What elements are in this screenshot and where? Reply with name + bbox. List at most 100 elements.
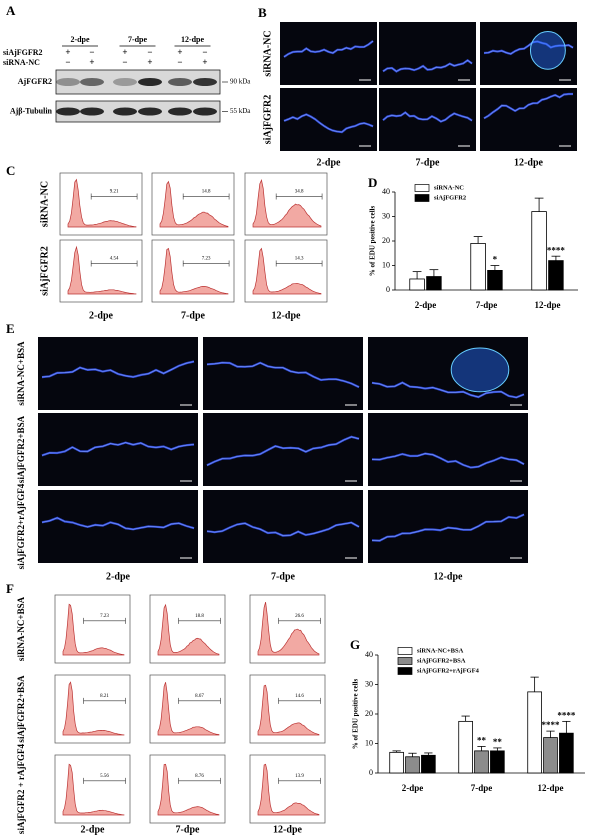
x-tick-label: 2-dpe xyxy=(402,783,424,793)
bar xyxy=(474,750,489,774)
blot-band xyxy=(80,78,104,86)
y-tick-label: 30 xyxy=(365,679,373,688)
row-label: siAjFGFR2 xyxy=(39,246,50,295)
tissue-edge xyxy=(382,59,473,72)
micrograph xyxy=(203,413,363,486)
blot-condition: siRNA-NC xyxy=(3,58,40,67)
row-label: siAjFGFR2+BSA xyxy=(16,415,26,483)
gate-value: 7.23 xyxy=(202,257,211,262)
bar xyxy=(527,691,542,774)
bar xyxy=(490,750,505,774)
micrograph xyxy=(203,490,363,563)
blot-sign: + xyxy=(202,57,207,67)
blot-band xyxy=(168,78,192,86)
tissue-edge xyxy=(371,382,525,398)
blot-band xyxy=(138,107,162,116)
row-label: siRNA-NC xyxy=(262,30,273,76)
blot-timepoint: 7-dpe xyxy=(128,35,148,44)
row-label: siRNA-NC xyxy=(39,181,50,227)
y-tick-label: 40 xyxy=(365,650,373,659)
bar xyxy=(405,756,420,774)
gate-value: 8.67 xyxy=(195,694,204,699)
blot-sign: − xyxy=(147,47,152,57)
histogram xyxy=(159,247,229,295)
micrograph xyxy=(480,22,577,85)
tissue-edge xyxy=(371,453,525,468)
blot-band xyxy=(168,107,192,116)
blot-sign: + xyxy=(177,47,182,57)
panel-label: A xyxy=(6,3,16,18)
tissue-edge xyxy=(41,517,195,530)
histogram xyxy=(62,681,125,736)
row-label: siAjFGFR2+BSA xyxy=(16,675,26,743)
blot-sign: + xyxy=(89,57,94,67)
row-label: siAjFGFR2 xyxy=(262,95,273,144)
blot-band-name: Ajβ-Tubulin xyxy=(10,106,53,115)
micrograph xyxy=(480,88,577,151)
micrograph xyxy=(280,88,377,151)
blastema xyxy=(529,30,566,70)
histogram xyxy=(252,247,322,295)
blot-band-size: 55 kDa xyxy=(230,107,251,115)
y-tick-label: 40 xyxy=(382,187,390,196)
y-axis-title: % of EDU positive cells xyxy=(369,206,377,277)
y-tick-label: 30 xyxy=(382,211,390,220)
blot-band xyxy=(138,78,162,86)
legend-swatch xyxy=(414,184,430,192)
column-label: 2-dpe xyxy=(89,310,113,321)
histogram xyxy=(159,180,229,228)
blot-band xyxy=(193,78,217,86)
bar xyxy=(470,243,486,291)
tissue-edge xyxy=(483,93,573,119)
blot-band xyxy=(80,107,104,116)
gate-value: 34.8 xyxy=(295,190,304,195)
blot-band xyxy=(113,78,137,86)
blot-band-size: 90 kDa xyxy=(230,78,251,86)
tissue-edge xyxy=(41,361,195,378)
column-label: 12-dpe xyxy=(273,824,302,835)
blot-sign: − xyxy=(65,57,70,67)
histogram xyxy=(67,178,137,228)
micrograph xyxy=(38,490,198,563)
panel-label: G xyxy=(350,637,360,652)
legend-swatch xyxy=(397,647,413,655)
tissue-edge xyxy=(371,514,525,542)
panel-label: D xyxy=(368,175,377,190)
y-tick-label: 0 xyxy=(386,285,390,294)
y-axis-title: % of EDU positive cells xyxy=(352,679,360,750)
legend-label: siAjFGFR2+BSA xyxy=(417,657,466,664)
bar xyxy=(543,737,558,774)
blot-sign: + xyxy=(122,47,127,57)
gate-value: 14.8 xyxy=(202,190,211,195)
legend-label: siAjFGFR2 xyxy=(434,194,466,201)
histogram xyxy=(252,178,322,228)
tissue-edge xyxy=(206,522,360,537)
bar xyxy=(421,754,436,774)
bar xyxy=(409,278,425,291)
micrograph xyxy=(368,413,528,486)
column-label: 2-dpe xyxy=(317,157,341,168)
legend-label: siAjFGFR2+rAjFGF4 xyxy=(417,667,480,674)
histogram xyxy=(157,682,220,736)
column-label: 7-dpe xyxy=(416,157,440,168)
column-label: 12-dpe xyxy=(514,157,543,168)
row-label: siAjFGFR2+rAjFGF4 xyxy=(16,483,26,569)
blot-timepoint: 2-dpe xyxy=(70,35,90,44)
bar xyxy=(426,276,442,291)
blot-sign: − xyxy=(89,47,94,57)
histogram xyxy=(257,763,320,816)
y-tick-label: 10 xyxy=(365,738,373,747)
legend-swatch xyxy=(397,667,413,675)
gate-value: 13.9 xyxy=(295,774,304,779)
gate-value: 18.8 xyxy=(195,614,204,619)
significance: **** xyxy=(557,710,576,720)
column-label: 7-dpe xyxy=(271,571,295,582)
panel-label: B xyxy=(258,5,267,20)
significance: **** xyxy=(542,720,561,730)
row-label: siRNA-NC+BSA xyxy=(16,341,26,406)
histogram xyxy=(257,684,320,736)
micrograph xyxy=(379,22,476,85)
blot-band-name: AjFGFR2 xyxy=(18,77,52,86)
blot-sign: + xyxy=(147,57,152,67)
